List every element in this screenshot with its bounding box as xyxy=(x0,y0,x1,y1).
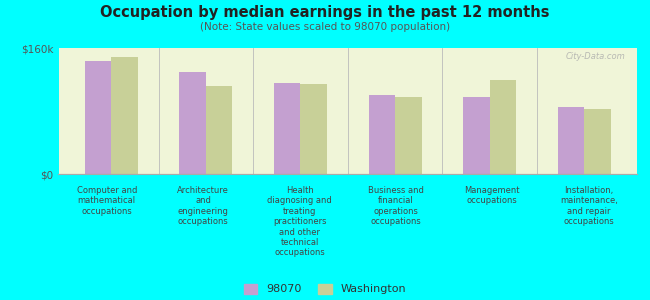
Text: Management
occupations: Management occupations xyxy=(465,186,520,206)
Text: Architecture
and
engineering
occupations: Architecture and engineering occupations xyxy=(177,186,229,226)
Text: Occupation by median earnings in the past 12 months: Occupation by median earnings in the pas… xyxy=(100,4,550,20)
Bar xyxy=(274,83,300,174)
Bar xyxy=(584,110,611,174)
Bar xyxy=(206,86,232,174)
Text: (Note: State values scaled to 98070 population): (Note: State values scaled to 98070 popu… xyxy=(200,22,450,32)
Text: Health
diagnosing and
treating
practitioners
and other
technical
occupations: Health diagnosing and treating practitio… xyxy=(267,186,332,257)
Bar xyxy=(369,95,395,174)
Bar xyxy=(489,80,516,174)
Bar xyxy=(395,97,422,174)
Bar xyxy=(111,57,138,174)
Text: Installation,
maintenance,
and repair
occupations: Installation, maintenance, and repair oc… xyxy=(560,186,618,226)
Bar xyxy=(179,72,206,174)
Bar xyxy=(300,84,327,174)
Text: City-Data.com: City-Data.com xyxy=(566,52,625,61)
Text: Computer and
mathematical
occupations: Computer and mathematical occupations xyxy=(77,186,137,216)
Legend: 98070, Washington: 98070, Washington xyxy=(244,284,406,294)
Text: Business and
financial
operations
occupations: Business and financial operations occupa… xyxy=(368,186,424,226)
Bar xyxy=(463,97,489,174)
Bar xyxy=(558,107,584,174)
Bar xyxy=(84,61,111,174)
